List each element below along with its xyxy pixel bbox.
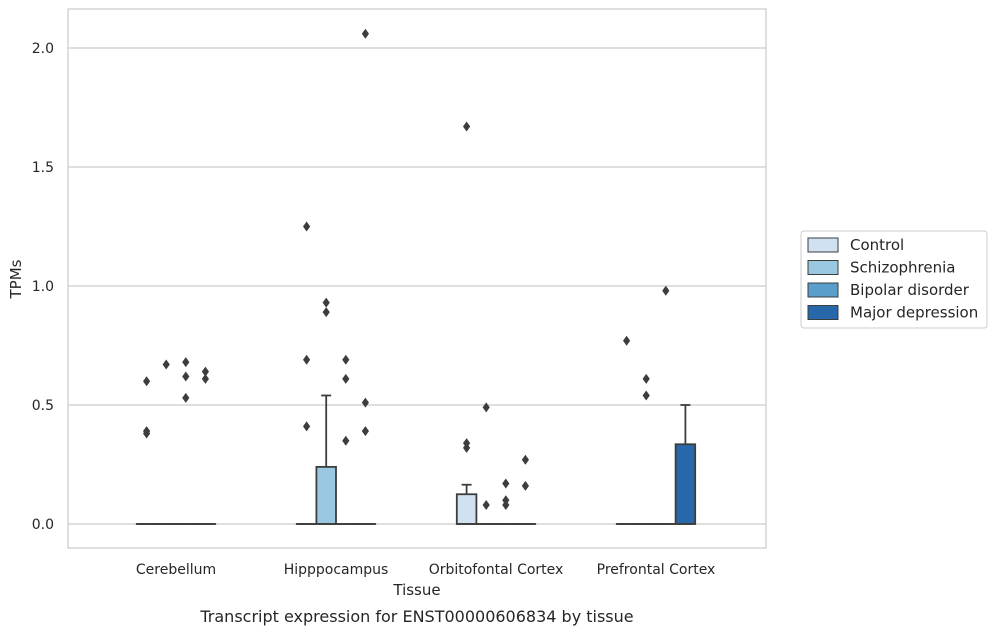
outlier-point — [201, 366, 209, 377]
outlier-point — [182, 357, 190, 368]
outlier-point — [361, 426, 369, 437]
legend-swatch — [807, 305, 839, 320]
x-tick-label: Cerebellum — [136, 562, 216, 578]
outlier-point — [662, 285, 670, 296]
outlier-point — [482, 499, 490, 510]
outlier-point — [361, 397, 369, 408]
outlier-point — [342, 373, 350, 384]
y-axis-ticks: 0.0 0.5 1.0 1.5 2.0 — [32, 41, 54, 533]
outlier-point — [463, 438, 471, 449]
y-tick-label: 1.5 — [32, 160, 54, 176]
legend-label: Bipolar disorder — [850, 281, 970, 299]
outlier-point — [322, 307, 330, 318]
outlier-point — [521, 454, 529, 465]
outlier-point — [342, 435, 350, 446]
outlier-point — [623, 335, 631, 346]
x-axis-ticks: Cerebellum Hipppocampus Orbitofontal Corte… — [136, 562, 715, 578]
boxes — [135, 394, 697, 525]
outlier-points — [143, 28, 670, 510]
y-tick-label: 1.0 — [32, 279, 54, 295]
outlier-point — [502, 478, 510, 489]
x-tick-label: Orbitofontal Cortex — [429, 562, 564, 578]
box — [315, 465, 337, 525]
legend-swatch — [807, 237, 839, 253]
outlier-point — [642, 373, 650, 384]
chart-caption: Transcript expression for ENST0000060683… — [199, 607, 633, 626]
x-tick-label: Prefrontal Cortex — [597, 562, 716, 578]
legend-label: Schizophrenia — [850, 259, 955, 277]
x-tick-label: Hipppocampus — [284, 562, 389, 578]
legend-swatch — [807, 282, 839, 298]
outlier-point — [143, 376, 151, 387]
outlier-point — [303, 354, 311, 365]
outlier-point — [303, 421, 311, 432]
legend-frame — [800, 230, 988, 329]
outlier-point — [463, 121, 471, 132]
box — [674, 443, 697, 525]
outlier-point — [162, 359, 170, 370]
x-axis-label: Tissue — [392, 581, 440, 599]
outlier-point — [182, 371, 190, 382]
y-axis-label: TPMs — [7, 259, 25, 299]
outlier-point — [502, 495, 510, 506]
outlier-point — [342, 354, 350, 365]
legend-label: Control — [850, 236, 904, 254]
outlier-point — [482, 402, 490, 413]
y-tick-label: 0.0 — [32, 517, 54, 533]
legend: Control Schizophrenia Bipolar disorder Majo… — [800, 230, 988, 329]
y-tick-label: 2.0 — [32, 41, 54, 57]
outlier-point — [303, 221, 311, 232]
outlier-point — [182, 392, 190, 403]
outlier-point — [642, 390, 650, 401]
y-tick-label: 0.5 — [32, 398, 54, 414]
outlier-point — [201, 373, 209, 384]
outlier-point — [361, 28, 369, 39]
outlier-point — [521, 480, 529, 491]
plot-area — [67, 8, 767, 549]
outlier-point — [322, 297, 330, 308]
legend-label: Major depression — [850, 304, 978, 322]
box — [455, 493, 478, 525]
outlier-point — [143, 426, 151, 437]
legend-swatch — [807, 260, 839, 275]
